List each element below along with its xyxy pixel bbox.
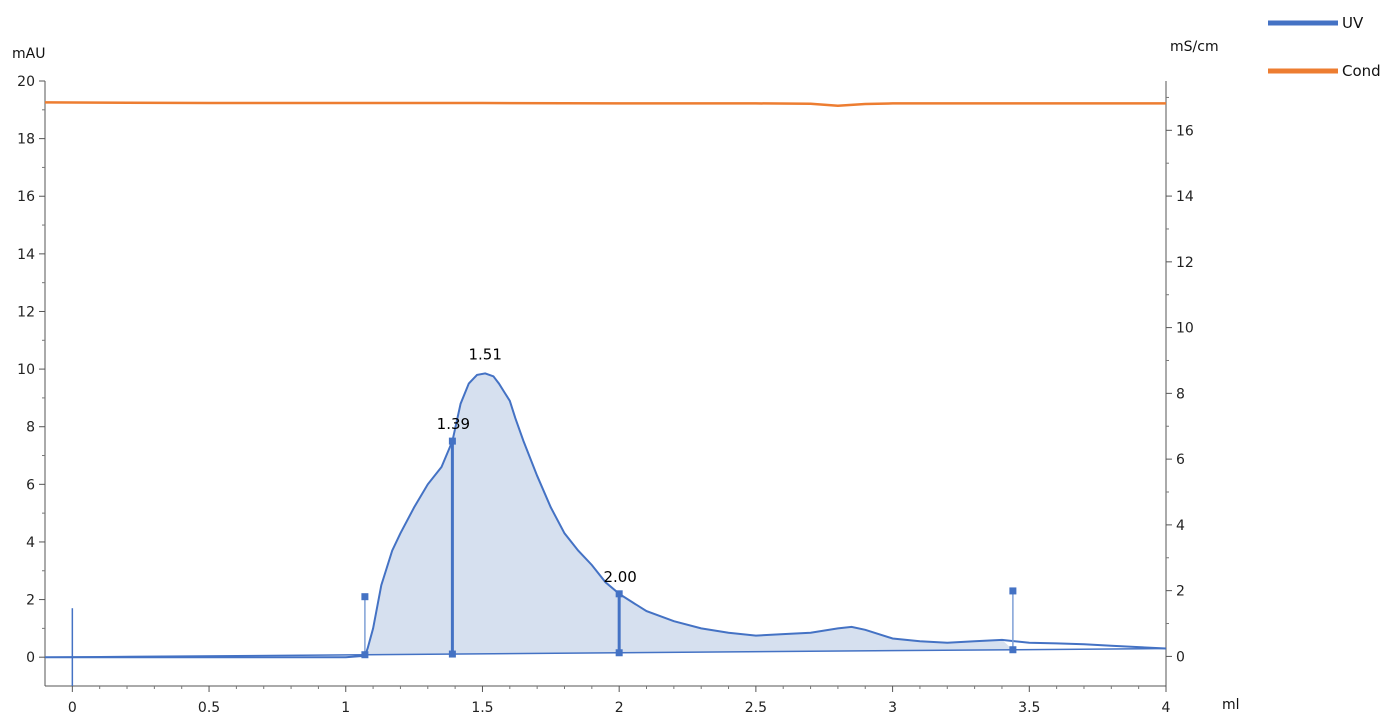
boundary-marker-base [361, 651, 369, 659]
peak-base-point [615, 649, 623, 657]
peak-label: 1.39 [437, 415, 470, 433]
legend-label-uv: UV [1342, 14, 1364, 32]
right-axis-unit: mS/cm [1170, 39, 1219, 55]
x-tick-label: 0.5 [198, 700, 220, 716]
uv-baseline [44, 647, 1167, 658]
left-axis-unit: mAU [12, 46, 45, 62]
peak-base-point [448, 650, 456, 658]
axes-layer: mAU mS/cm ml 0 0.5 1 1.5 2 2.5 3 3.5 4 0 2 4 6 8 10 12 1… [12, 39, 1240, 716]
peak-top-point [448, 437, 456, 445]
left-y-tick-label: 4 [26, 535, 35, 551]
right-y-tick-label: 10 [1176, 321, 1194, 337]
x-tick-label: 4 [1162, 700, 1171, 716]
left-y-tick-label: 8 [26, 420, 35, 436]
peak-top-point [615, 590, 623, 598]
legend-item-uv[interactable]: UV [1268, 14, 1364, 32]
x-tick-label: 1.5 [471, 700, 493, 716]
left-y-tick-label: 16 [17, 189, 35, 205]
boundary-marker-point [1009, 587, 1017, 595]
right-y-tick-label: 12 [1176, 255, 1194, 271]
uv-peak-area [364, 373, 1013, 656]
uv-area-layer [364, 373, 1013, 656]
x-tick-label: 2 [615, 700, 624, 716]
cond-series-line [44, 101, 1166, 107]
right-y-tick-label: 8 [1176, 386, 1185, 402]
left-y-tick-label: 2 [26, 593, 35, 609]
x-tick-label: 3.5 [1018, 700, 1040, 716]
right-y-tick-label: 16 [1176, 123, 1194, 139]
right-y-tick-label: 6 [1176, 452, 1185, 468]
boundary-marker-base [1009, 646, 1017, 654]
peak-label: 1.51 [468, 345, 501, 363]
legend-label-cond: Cond [1342, 62, 1381, 80]
right-y-tick-label: 2 [1176, 584, 1185, 600]
x-tick-label: 0 [68, 700, 77, 716]
left-y-tick-label: 18 [17, 132, 35, 148]
left-y-tick-label: 10 [17, 362, 35, 378]
x-tick-label: 2.5 [745, 700, 767, 716]
boundary-marker-point [361, 593, 369, 601]
left-y-tick-label: 0 [26, 650, 35, 666]
right-y-tick-label: 0 [1176, 649, 1185, 665]
series-layer [44, 101, 1167, 659]
uv-series-line [45, 372, 1167, 659]
x-tick-label: 1 [341, 700, 350, 716]
peak-label: 2.00 [603, 568, 636, 586]
left-y-tick-label: 14 [17, 247, 35, 263]
legend[interactable]: UV Cond [1268, 14, 1381, 80]
left-y-tick-label: 12 [17, 304, 35, 320]
x-axis-unit: ml [1222, 697, 1240, 713]
right-y-tick-label: 4 [1176, 518, 1185, 534]
legend-item-cond[interactable]: Cond [1268, 62, 1381, 80]
left-y-tick-label: 20 [17, 74, 35, 90]
right-y-tick-label: 14 [1176, 189, 1194, 205]
left-y-tick-label: 6 [26, 477, 35, 493]
x-tick-label: 3 [888, 700, 897, 716]
annotation-layer: 1.39 1.51 2.00 [71, 345, 1017, 686]
